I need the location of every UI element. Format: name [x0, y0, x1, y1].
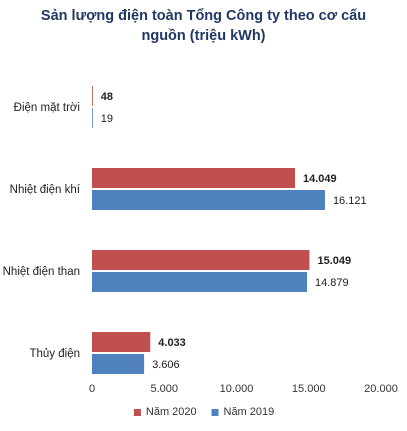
- category-label: Nhiệt điện than: [3, 266, 80, 278]
- category-label: Nhiệt điện khí: [10, 184, 81, 196]
- chart-title: Sản lượng điện toàn Tổng Công ty theo cơ…: [0, 6, 407, 46]
- legend: Năm 2020 Năm 2019: [133, 406, 275, 418]
- chart-title-line-1: Sản lượng điện toàn Tổng Công ty theo cơ…: [40, 8, 367, 24]
- data-label: 16.121: [333, 195, 367, 207]
- category-label: Điện mặt trời: [14, 102, 80, 114]
- data-label: 48: [101, 91, 113, 103]
- legend-label: Năm 2019: [224, 406, 275, 418]
- bar-2020: [92, 250, 310, 270]
- x-tick-label: 15.000: [292, 383, 326, 395]
- x-tick-label: 20.000: [364, 383, 398, 395]
- bar-2019: [92, 272, 308, 292]
- bar-2019: [92, 190, 325, 210]
- bar-2019: [92, 354, 145, 374]
- x-tick-label: 5.000: [150, 383, 178, 395]
- bar-2020: [92, 332, 151, 352]
- legend-swatch: [133, 409, 141, 416]
- category-label: Thủy điện: [29, 348, 80, 360]
- bar-2019: [92, 108, 93, 128]
- chart-title-line-2: nguồn (triệu kWh): [141, 28, 266, 44]
- x-tick-label: 10.000: [220, 383, 254, 395]
- data-label: 19: [101, 113, 113, 125]
- bar-2020: [92, 168, 296, 188]
- data-label: 14.879: [315, 277, 349, 289]
- legend-label: Năm 2020: [146, 406, 197, 418]
- data-label: 15.049: [317, 255, 351, 267]
- data-label: 4.033: [158, 337, 186, 349]
- data-label: 3.606: [152, 359, 180, 371]
- bar-2020: [92, 86, 93, 106]
- plot-area: Điện mặt trời 48 19 Nhiệt điện khí 14.049 16.…: [3, 86, 398, 395]
- x-tick-label: 0: [89, 383, 95, 395]
- legend-swatch: [211, 409, 219, 416]
- data-label: 14.049: [303, 173, 337, 185]
